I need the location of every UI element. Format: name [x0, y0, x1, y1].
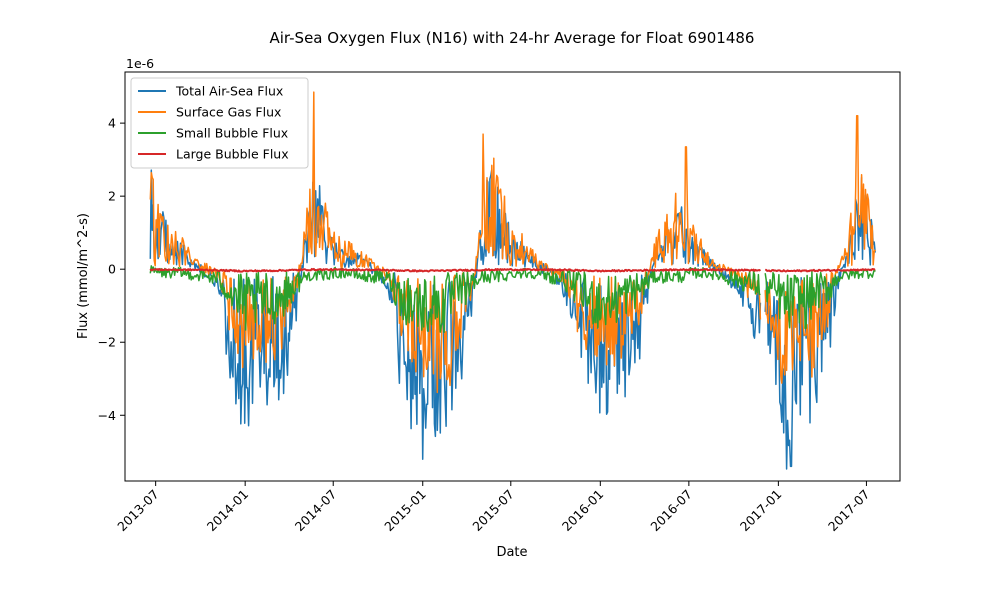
- legend-item: Small Bubble Flux: [138, 126, 288, 141]
- y-axis: −4 −2 0 2 4: [98, 116, 125, 423]
- series-line: [149, 91, 876, 394]
- chart-title: Air-Sea Oxygen Flux (N16) with 24-hr Ave…: [270, 29, 755, 47]
- x-tick-label: 2015-01: [381, 487, 429, 535]
- x-tick-label: 2015-07: [469, 487, 517, 535]
- legend-item: Surface Gas Flux: [138, 105, 281, 120]
- x-tick-label: 2014-01: [204, 487, 252, 535]
- x-tick-label: 2017-01: [737, 487, 785, 535]
- y-axis-label: Flux (mmol/m^2-s): [76, 213, 91, 339]
- y-tick-label: 4: [108, 116, 116, 131]
- x-axis-label: Date: [496, 545, 527, 560]
- legend-label: Large Bubble Flux: [176, 147, 289, 162]
- legend-label: Total Air-Sea Flux: [175, 84, 283, 99]
- legend-label: Small Bubble Flux: [176, 126, 288, 141]
- series-surface-gas-flux: [149, 91, 876, 394]
- legend-box: [130, 77, 309, 169]
- plot-area: [124, 71, 901, 482]
- x-tick-label: 2013-07: [114, 487, 162, 535]
- legend-item: Large Bubble Flux: [138, 147, 289, 162]
- legend-item: Total Air-Sea Flux: [138, 84, 283, 99]
- series-line: [149, 267, 876, 273]
- legend: Total Air-Sea Flux Surface Gas Flux Small …: [130, 77, 309, 169]
- series-large-bubble-flux: [149, 267, 876, 273]
- y-tick-label: −4: [98, 408, 116, 423]
- y-tick-label: 0: [108, 262, 116, 277]
- series-total-air-sea-flux: [149, 168, 876, 470]
- x-tick-label: 2016-07: [647, 487, 695, 535]
- x-tick-label: 2017-07: [825, 487, 873, 535]
- y-offset-text: 1e-6: [126, 56, 154, 71]
- legend-label: Surface Gas Flux: [176, 105, 281, 120]
- series-line: [149, 265, 876, 334]
- x-tick-label: 2014-07: [292, 487, 340, 535]
- series-small-bubble-flux: [149, 265, 876, 334]
- x-tick-label: 2016-01: [559, 487, 607, 535]
- y-tick-label: −2: [98, 335, 116, 350]
- x-axis: 2013-07 2014-01 2014-07 2015-01 2015-07 2016-…: [114, 481, 873, 535]
- y-tick-label: 2: [108, 189, 116, 204]
- series-layer: [149, 91, 876, 470]
- series-line: [149, 168, 876, 470]
